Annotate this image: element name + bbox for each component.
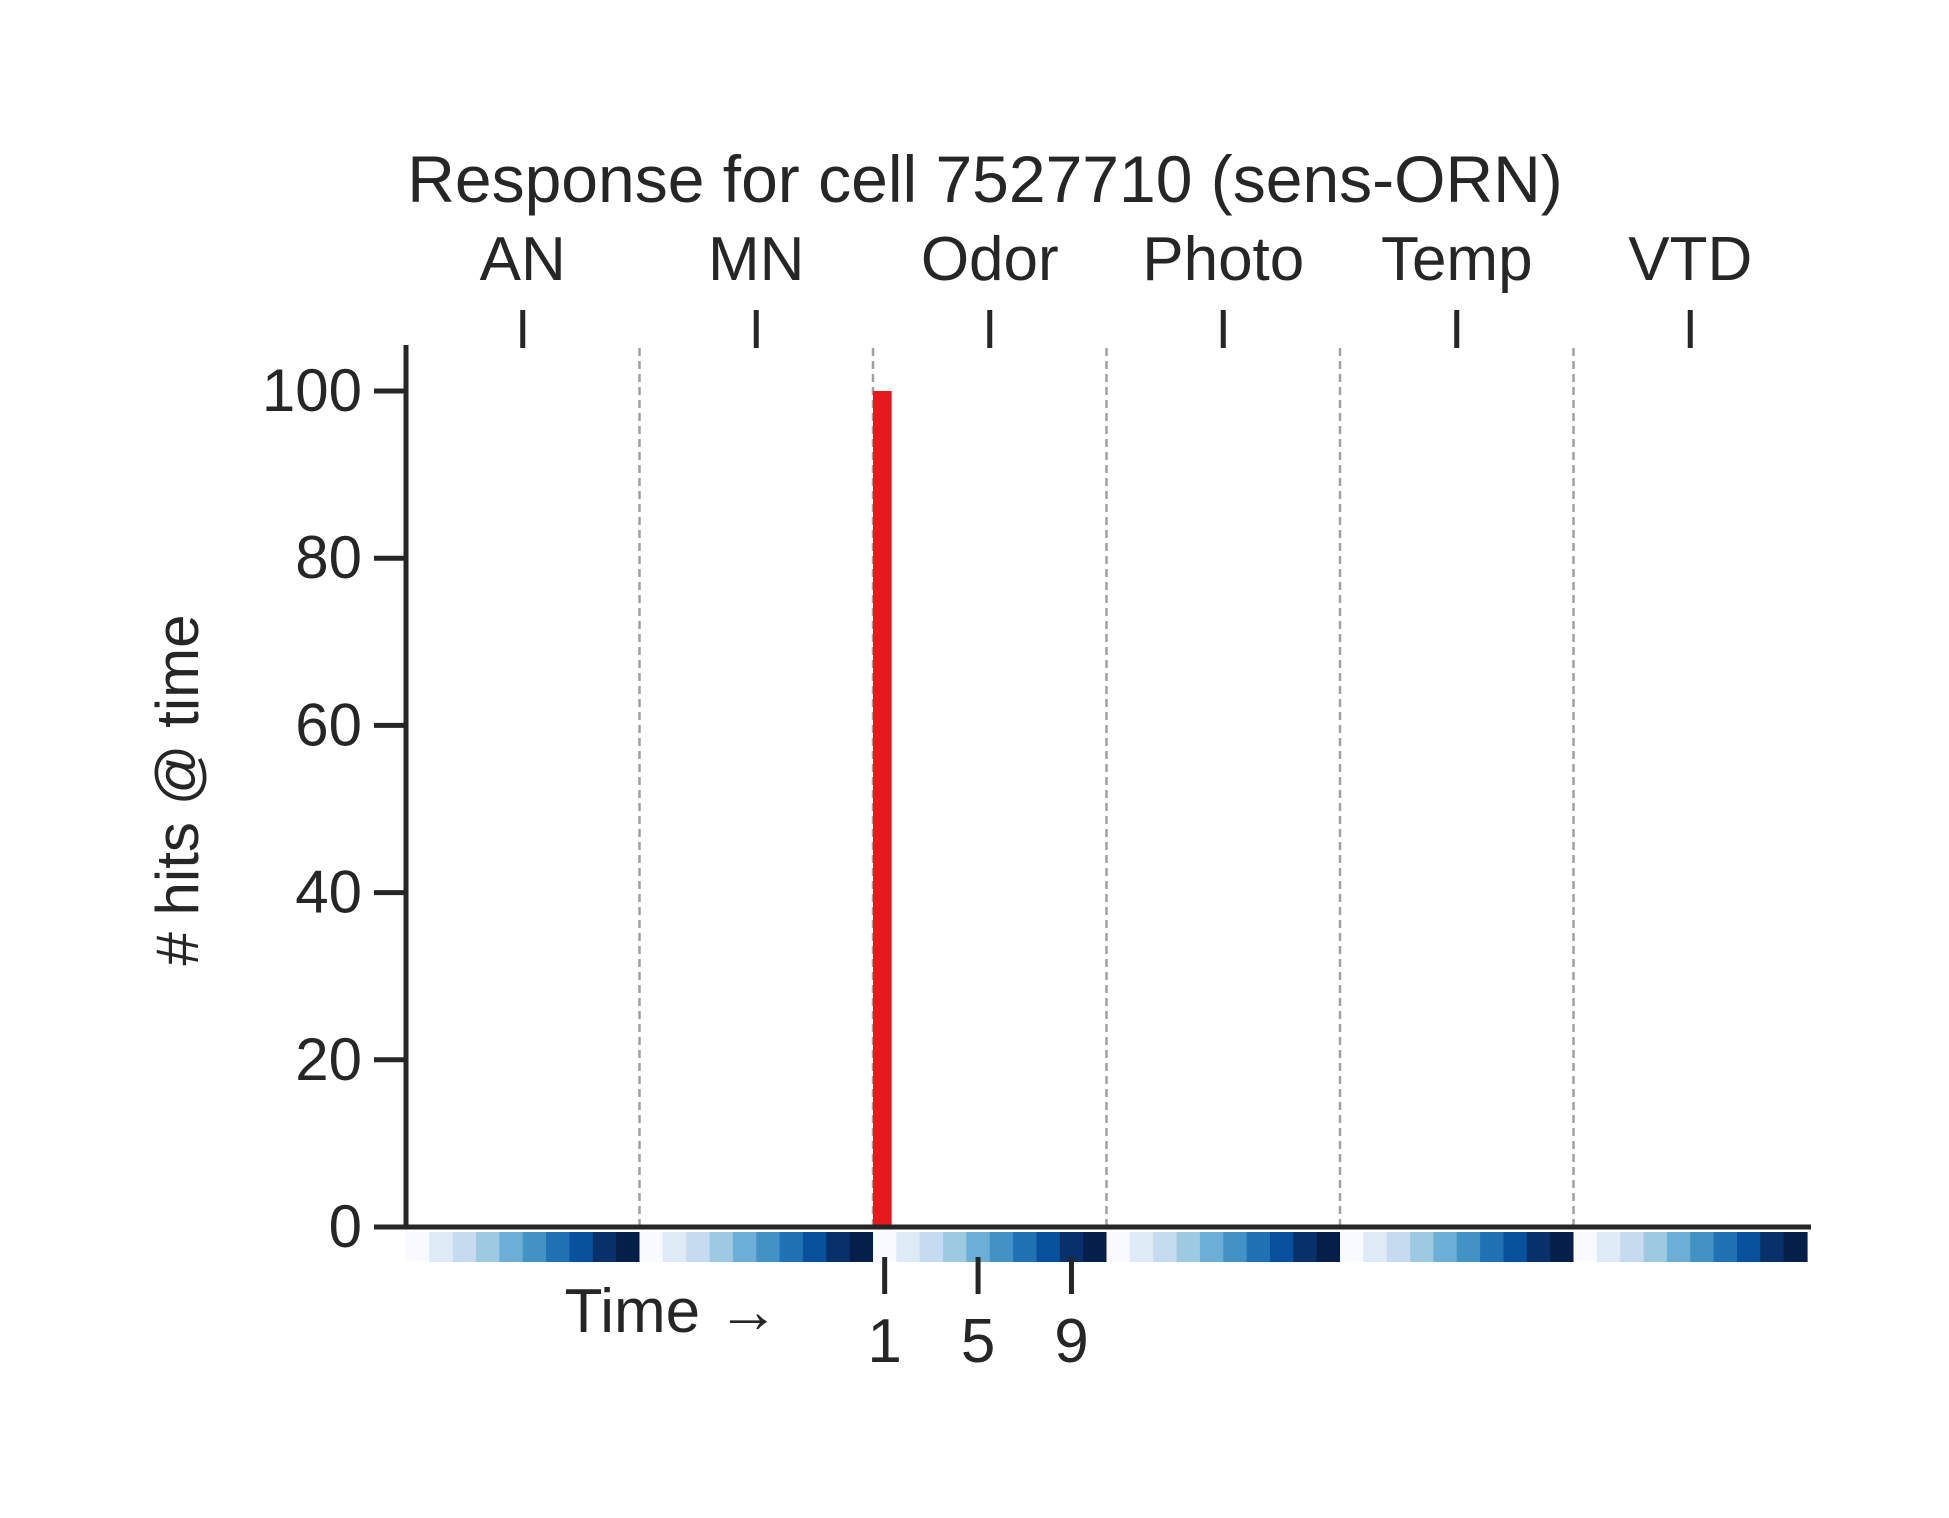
bars bbox=[873, 391, 892, 1227]
time-strip-cell bbox=[686, 1232, 711, 1262]
time-strip-cell bbox=[1386, 1232, 1411, 1262]
time-strip-cell bbox=[1083, 1232, 1108, 1262]
y-tick-label: 60 bbox=[295, 691, 362, 758]
time-strip-cell bbox=[1293, 1232, 1318, 1262]
time-strip-cell bbox=[1059, 1232, 1084, 1262]
time-strip-cell bbox=[1456, 1232, 1481, 1262]
time-strip-cell bbox=[522, 1232, 547, 1262]
x-axis-label: Time → bbox=[565, 1277, 780, 1346]
time-strip-cell bbox=[732, 1232, 757, 1262]
time-strip-cell bbox=[662, 1232, 687, 1262]
time-strip-cell bbox=[1129, 1232, 1154, 1262]
time-strip-cell bbox=[1106, 1232, 1131, 1262]
time-tick-label: 5 bbox=[961, 1307, 995, 1376]
time-strip-cell bbox=[1526, 1232, 1551, 1262]
time-strip-cell bbox=[849, 1232, 874, 1262]
time-strip-cell bbox=[1199, 1232, 1224, 1262]
time-strip-cell bbox=[1596, 1232, 1621, 1262]
time-strip-cell bbox=[1666, 1232, 1691, 1262]
time-strip-cell bbox=[1036, 1232, 1061, 1262]
time-strip-cell bbox=[1223, 1232, 1248, 1262]
bar bbox=[873, 391, 892, 1227]
time-strip-cell bbox=[616, 1232, 641, 1262]
time-strip-cell bbox=[1246, 1232, 1271, 1262]
time-tick-label: 1 bbox=[867, 1307, 901, 1376]
group-separators bbox=[638, 348, 1575, 1227]
time-strip-cell bbox=[452, 1232, 477, 1262]
time-strip-cell bbox=[1316, 1232, 1341, 1262]
time-strip-cell bbox=[826, 1232, 851, 1262]
group-label: Odor bbox=[921, 225, 1059, 294]
time-strip-cell bbox=[873, 1232, 897, 1262]
group-label: VTD bbox=[1628, 225, 1752, 294]
group-labels: AN MN Odor Photo Temp VTD bbox=[480, 225, 1752, 348]
chart-title: Response for cell 7527710 (sens-ORN) bbox=[407, 142, 1563, 216]
time-strip-cell bbox=[1176, 1232, 1201, 1262]
y-tick-label: 20 bbox=[295, 1026, 362, 1093]
time-strip-cell bbox=[1783, 1232, 1808, 1262]
y-axis: 0 20 40 60 80 100 bbox=[262, 345, 409, 1260]
group-label: Photo bbox=[1142, 225, 1304, 294]
time-strip-cell bbox=[802, 1232, 827, 1262]
time-strip-cell bbox=[1013, 1232, 1038, 1262]
time-strip-cell bbox=[1433, 1232, 1458, 1262]
group-label: AN bbox=[480, 225, 566, 294]
time-strip-cell bbox=[756, 1232, 781, 1262]
group-label: Temp bbox=[1381, 225, 1533, 294]
time-strip-cell bbox=[896, 1232, 921, 1262]
time-strip-cell bbox=[1340, 1232, 1364, 1262]
time-strip-cell bbox=[406, 1232, 430, 1262]
time-strip-cell bbox=[779, 1232, 804, 1262]
time-strip-cell bbox=[1269, 1232, 1294, 1262]
time-strip-cell bbox=[709, 1232, 734, 1262]
time-strip-cell bbox=[919, 1232, 944, 1262]
time-strip-cell bbox=[1153, 1232, 1178, 1262]
time-strip-cell bbox=[943, 1232, 967, 1262]
time-strip-cell bbox=[592, 1232, 617, 1262]
time-strip-cell bbox=[499, 1232, 524, 1262]
time-strip-cell bbox=[476, 1232, 500, 1262]
y-tick-label: 0 bbox=[329, 1193, 362, 1260]
time-strip-cell bbox=[1410, 1232, 1434, 1262]
time-strip bbox=[406, 1232, 1808, 1262]
time-strip-cell bbox=[1363, 1232, 1388, 1262]
time-tick-label: 9 bbox=[1054, 1307, 1088, 1376]
y-tick-label: 80 bbox=[295, 524, 362, 591]
time-strip-cell bbox=[1503, 1232, 1528, 1262]
time-strip-cell bbox=[1643, 1232, 1668, 1262]
time-strip-cell bbox=[1550, 1232, 1575, 1262]
time-strip-cell bbox=[966, 1232, 991, 1262]
time-strip-cell bbox=[546, 1232, 571, 1262]
time-strip-cell bbox=[1620, 1232, 1645, 1262]
time-strip-cell bbox=[1713, 1232, 1738, 1262]
y-tick-label: 40 bbox=[295, 859, 362, 926]
y-tick-label: 100 bbox=[262, 357, 362, 424]
time-strip-cell bbox=[989, 1232, 1014, 1262]
group-label: MN bbox=[708, 225, 804, 294]
time-strip-cell bbox=[1480, 1232, 1505, 1262]
time-strip-cell bbox=[1573, 1232, 1598, 1262]
time-strip-cell bbox=[429, 1232, 454, 1262]
time-strip-cell bbox=[639, 1232, 664, 1262]
time-strip-cell bbox=[1760, 1232, 1785, 1262]
time-strip-cell bbox=[1736, 1232, 1761, 1262]
y-axis-label: # hits @ time bbox=[144, 614, 211, 965]
time-strip-cell bbox=[569, 1232, 594, 1262]
time-strip-cell bbox=[1690, 1232, 1715, 1262]
